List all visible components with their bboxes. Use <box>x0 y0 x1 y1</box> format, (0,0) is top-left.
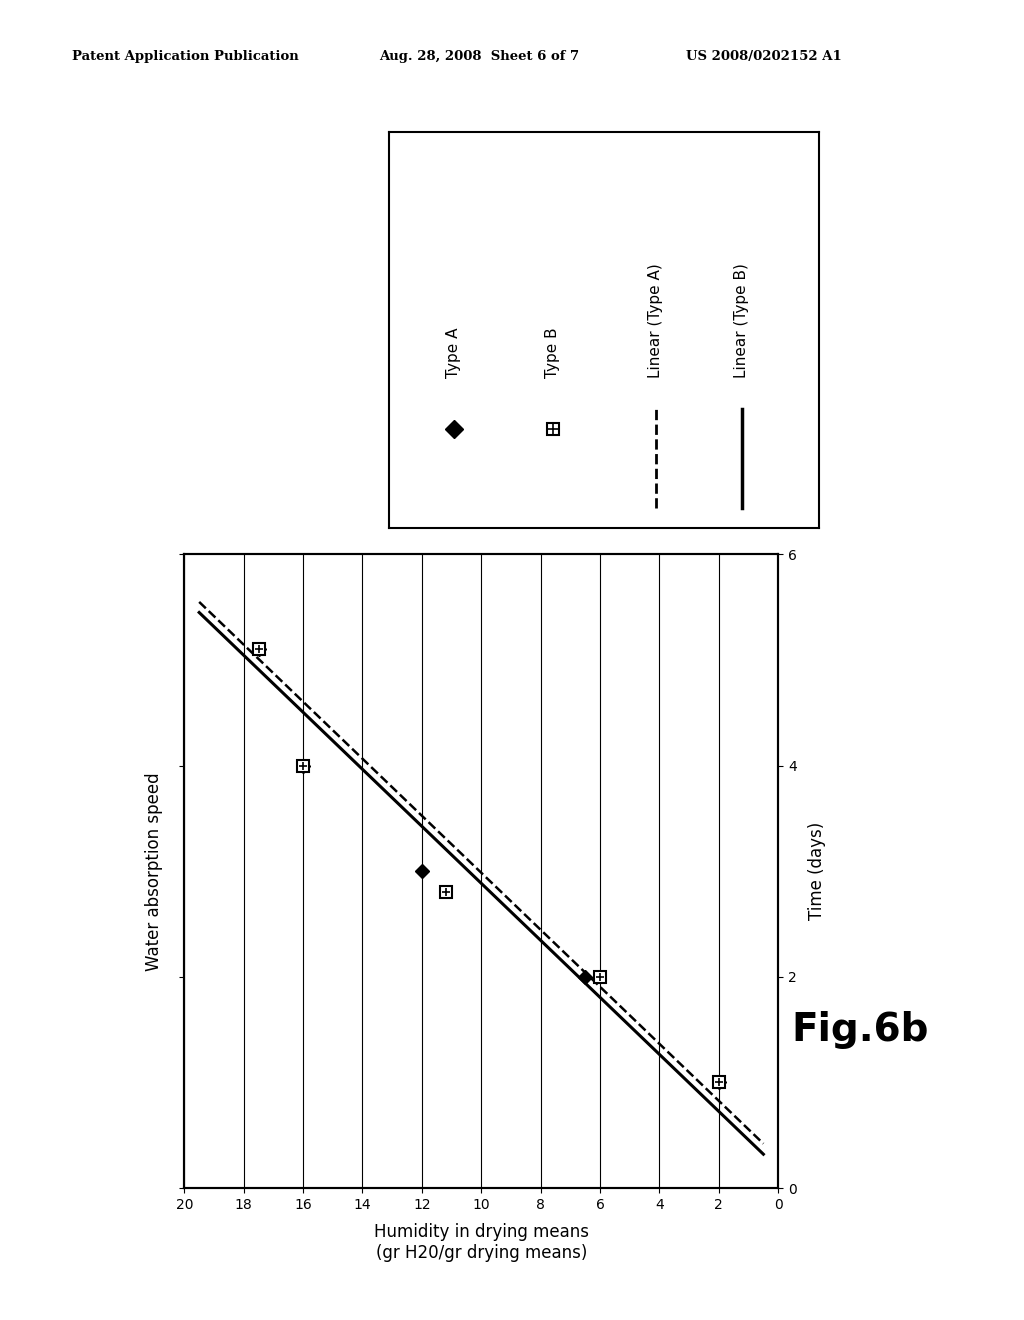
Text: Fig.6b: Fig.6b <box>792 1011 929 1048</box>
Text: Type B: Type B <box>545 327 560 378</box>
Text: Linear (Type A): Linear (Type A) <box>648 263 664 378</box>
Text: Linear (Type B): Linear (Type B) <box>734 263 750 378</box>
Y-axis label: Water absorption speed: Water absorption speed <box>145 772 164 970</box>
Text: Patent Application Publication: Patent Application Publication <box>72 50 298 63</box>
Text: Type A: Type A <box>446 327 461 378</box>
Text: Aug. 28, 2008  Sheet 6 of 7: Aug. 28, 2008 Sheet 6 of 7 <box>379 50 579 63</box>
Y-axis label: Time (days): Time (days) <box>808 822 826 920</box>
X-axis label: Humidity in drying means
(gr H20/gr drying means): Humidity in drying means (gr H20/gr dryi… <box>374 1222 589 1262</box>
Text: US 2008/0202152 A1: US 2008/0202152 A1 <box>686 50 842 63</box>
